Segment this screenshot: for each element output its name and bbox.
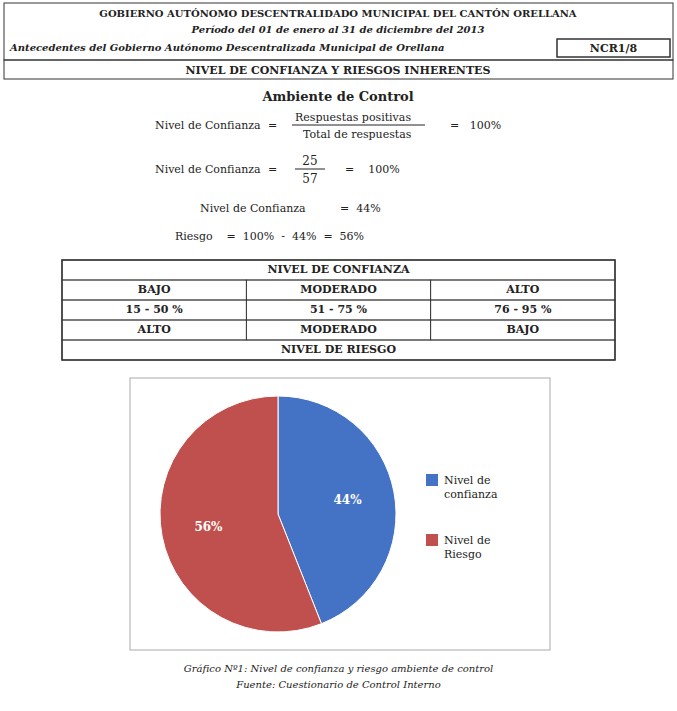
formula-label: Nivel de Confianza	[155, 119, 261, 132]
formula-denominator: Total de respuestas	[303, 128, 412, 141]
header-title: GOBIERNO AUTÓNOMO DESCENTRALIDADO MUNICI…	[99, 8, 576, 19]
table-text: BAJO	[507, 323, 540, 336]
header-text: Antecedentes del Gobierno Autónomo Desce…	[9, 42, 444, 53]
header-subtitle: Período del 01 de enero al 31 de diciemb…	[191, 24, 485, 35]
legend: Nivel deconfianza Nivel deRiesgo	[426, 474, 498, 561]
page: GOBIERNO AUTÓNOMO DESCENTRALIDADO MUNICI…	[0, 0, 677, 711]
code-box	[557, 39, 670, 57]
table-cell	[246, 300, 430, 320]
formula-label: Nivel de Confianza	[200, 202, 306, 215]
code-label: NCR1/8	[590, 42, 638, 55]
risk-line: Riesgo = 100% - 44% = 56%	[175, 230, 364, 243]
table-cell	[431, 320, 615, 340]
formula-result: = 100%	[450, 119, 501, 132]
formula-denominator: 57	[302, 172, 317, 186]
chart-frame	[130, 378, 550, 650]
table-cell	[62, 320, 246, 340]
formula-numerator: 25	[302, 154, 317, 168]
table-border	[62, 260, 615, 360]
table-text: MODERADO	[300, 283, 377, 296]
table-cell	[431, 300, 615, 320]
table-text: NIVEL DE RIESGO	[281, 343, 396, 356]
table-text: MODERADO	[300, 323, 377, 336]
formula-numerator: Respuestas positivas	[295, 111, 411, 124]
section-title: Ambiente de Control	[261, 89, 413, 104]
legend-label: Nivel deRiesgo	[444, 534, 490, 561]
formula-result: = 44%	[340, 202, 381, 215]
table-cell	[246, 280, 430, 300]
table-cell	[246, 320, 430, 340]
table-cell	[62, 340, 615, 360]
formula-label: Nivel de Confianza	[155, 163, 261, 176]
table-text: ALTO	[505, 283, 540, 296]
title-box	[4, 60, 673, 79]
formula-result: = 100%	[345, 163, 400, 176]
table-cell	[62, 280, 246, 300]
fraction-line	[295, 169, 325, 170]
data-label: 56%	[194, 520, 223, 534]
pie	[160, 396, 396, 632]
fraction-line	[292, 125, 425, 126]
formula-equals: =	[268, 119, 277, 132]
section-heading: NIVEL DE CONFIANZA Y RIESGOS INHERENTES	[186, 64, 491, 77]
legend-label: Nivel deconfianza	[444, 474, 498, 501]
formula-equals: =	[268, 163, 277, 176]
table-text: 51 - 75 %	[310, 303, 368, 316]
legend-swatch	[426, 534, 438, 546]
pie-slice	[160, 396, 321, 632]
legend-swatch	[426, 474, 438, 486]
chart-subtitle: Fuente: Cuestionario de Control Interno	[235, 679, 441, 690]
chart-title: Gráfico Nº1: Nivel de confianza y riesgo…	[184, 663, 494, 674]
table-cell	[62, 300, 246, 320]
table-text: ALTO	[137, 323, 172, 336]
data-label: 44%	[333, 493, 362, 507]
data-labels: 44% 56%	[194, 493, 362, 534]
header-box	[4, 3, 673, 60]
table-text: BAJO	[138, 283, 171, 296]
table-text: NIVEL DE CONFIANZA	[268, 263, 410, 276]
table-text: 15 - 50 %	[126, 303, 184, 316]
table-text: 76 - 95 %	[494, 303, 552, 316]
table-cell	[62, 260, 615, 280]
table-cell	[431, 280, 615, 300]
